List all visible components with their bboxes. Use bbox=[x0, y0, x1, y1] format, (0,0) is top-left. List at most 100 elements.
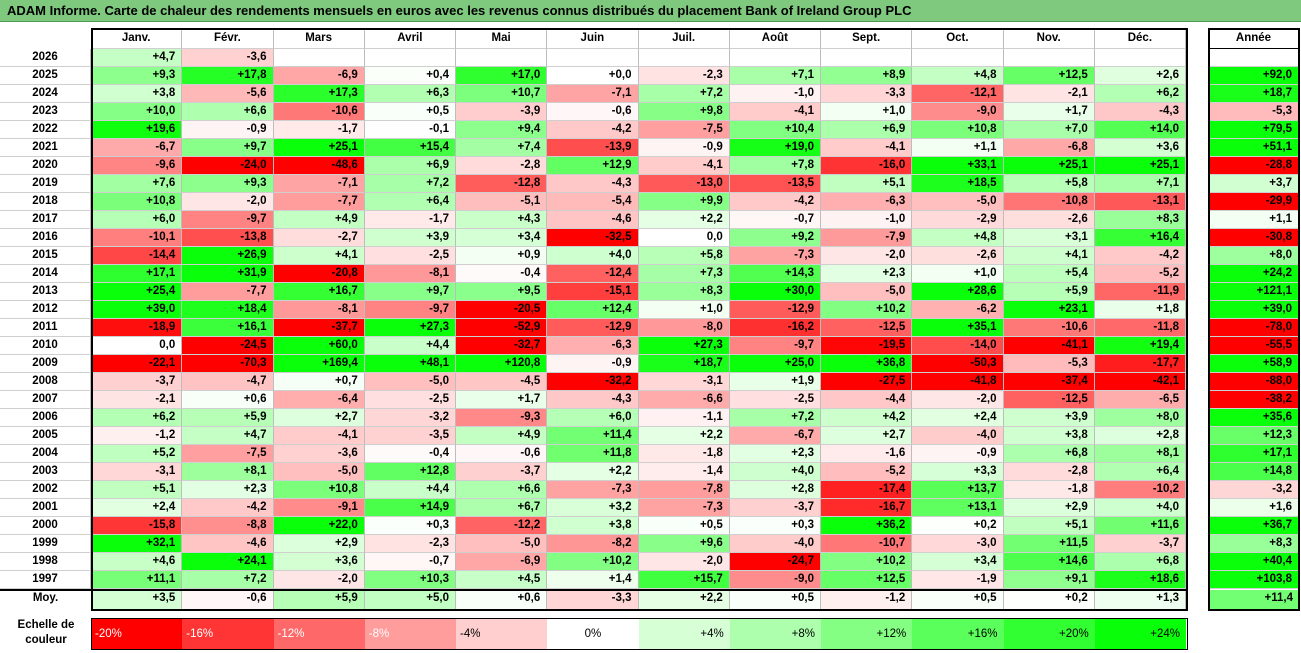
heatmap-cell: +11,5 bbox=[1003, 535, 1095, 553]
heatmap-cell: +10,2 bbox=[547, 553, 639, 571]
heatmap-cell: +17,8 bbox=[182, 67, 274, 85]
heatmap-cell: -6,7 bbox=[91, 139, 183, 157]
heatmap-cell: +3,3 bbox=[912, 463, 1004, 481]
chart-title: ADAM Informe. Carte de chaleur des rende… bbox=[7, 3, 912, 18]
heatmap-cell: +5,8 bbox=[638, 247, 730, 265]
heatmap-cell: -3,7 bbox=[91, 373, 183, 391]
heatmap-cell: -4,3 bbox=[547, 175, 639, 193]
heatmap-cell: +25,0 bbox=[729, 355, 821, 373]
heatmap-cell: -20,8 bbox=[273, 265, 365, 283]
heatmap-cell: -12,9 bbox=[547, 319, 639, 337]
heatmap-cell: +14,0 bbox=[1094, 121, 1186, 139]
average-annual-cell: +11,4 bbox=[1208, 590, 1299, 610]
row-year-label: 2015 bbox=[0, 247, 91, 265]
heatmap-cell: -9,7 bbox=[364, 301, 456, 319]
heatmap-cell: +16,1 bbox=[182, 319, 274, 337]
row-year-label: 2004 bbox=[0, 445, 91, 463]
heatmap-cell: -4,1 bbox=[638, 157, 730, 175]
heatmap-cell: +1,7 bbox=[456, 391, 548, 409]
color-scale-swatch: +8% bbox=[729, 619, 821, 649]
heatmap-cell: -52,9 bbox=[456, 319, 548, 337]
heatmap-cell: +9,3 bbox=[91, 67, 183, 85]
heatmap-cell: -5,4 bbox=[547, 193, 639, 211]
heatmap-cell: -2,3 bbox=[364, 535, 456, 553]
heatmap-cell: +8,0 bbox=[1094, 409, 1186, 427]
heatmap-cell: +3,1 bbox=[1003, 229, 1095, 247]
average-cell: -0,6 bbox=[182, 590, 274, 610]
heatmap-cell: -0,7 bbox=[729, 211, 821, 229]
heatmap-cell: -3,1 bbox=[638, 373, 730, 391]
heatmap-cell: -7,1 bbox=[273, 175, 365, 193]
heatmap-cell: -12,9 bbox=[729, 301, 821, 319]
heatmap-cell: -9,0 bbox=[912, 103, 1004, 121]
heatmap-cell: +36,8 bbox=[821, 355, 913, 373]
heatmap-cell: -9,7 bbox=[729, 337, 821, 355]
heatmap-cell: -5,2 bbox=[1094, 265, 1186, 283]
color-scale-swatch: -12% bbox=[273, 619, 365, 649]
average-cell: -1,2 bbox=[821, 590, 913, 610]
average-separator bbox=[0, 589, 1188, 591]
heatmap-cell: -5,0 bbox=[364, 373, 456, 391]
heatmap-cell: +11,8 bbox=[547, 445, 639, 463]
heatmap-cell: -4,4 bbox=[821, 391, 913, 409]
heatmap-cell: -5,6 bbox=[182, 85, 274, 103]
heatmap-cell: -1,0 bbox=[729, 85, 821, 103]
column-header: Août bbox=[729, 29, 821, 49]
heatmap-cell: -7,3 bbox=[638, 499, 730, 517]
heatmap-cell: +19,0 bbox=[729, 139, 821, 157]
heatmap-cell: +2,4 bbox=[91, 499, 183, 517]
heatmap-cell: -8,8 bbox=[182, 517, 274, 535]
heatmap-cell: +4,1 bbox=[273, 247, 365, 265]
heatmap-cell: +1,0 bbox=[821, 103, 913, 121]
heatmap-cell: +11,6 bbox=[1094, 517, 1186, 535]
heatmap-cell bbox=[912, 49, 1004, 67]
heatmap-cell: +2,3 bbox=[821, 265, 913, 283]
average-cell: +1,3 bbox=[1094, 590, 1186, 610]
heatmap-cell: -37,7 bbox=[273, 319, 365, 337]
heatmap-cell: +12,5 bbox=[821, 571, 913, 589]
heatmap-cell: -10,1 bbox=[91, 229, 183, 247]
column-header: Mars bbox=[273, 29, 365, 49]
heatmap-cell: +3,8 bbox=[91, 85, 183, 103]
row-year-label: 1999 bbox=[0, 535, 91, 553]
heatmap-cell: +18,7 bbox=[638, 355, 730, 373]
heatmap-cell: +4,6 bbox=[91, 553, 183, 571]
heatmap-cell: +1,1 bbox=[912, 139, 1004, 157]
heatmap-cell: +6,7 bbox=[456, 499, 548, 517]
heatmap-cell: +7,2 bbox=[364, 175, 456, 193]
heatmap-cell: +1,4 bbox=[547, 571, 639, 589]
heatmap-cell: +12,9 bbox=[547, 157, 639, 175]
annual-cell: +121,1 bbox=[1208, 283, 1299, 301]
heatmap-cell: -22,1 bbox=[91, 355, 183, 373]
heatmap-cell: +9,6 bbox=[638, 535, 730, 553]
heatmap-cell: -4,1 bbox=[821, 139, 913, 157]
row-year-label: 2021 bbox=[0, 139, 91, 157]
heatmap-cell: -3,7 bbox=[456, 463, 548, 481]
heatmap-cell: -16,2 bbox=[729, 319, 821, 337]
annual-cell: +92,0 bbox=[1208, 67, 1299, 85]
heatmap-cell: +33,1 bbox=[912, 157, 1004, 175]
heatmap-cell: -3,5 bbox=[364, 427, 456, 445]
heatmap-cell: -12,2 bbox=[456, 517, 548, 535]
heatmap-cell: -6,8 bbox=[1003, 139, 1095, 157]
heatmap-cell bbox=[638, 49, 730, 67]
heatmap-cell: -6,9 bbox=[273, 67, 365, 85]
heatmap-cell: -2,5 bbox=[729, 391, 821, 409]
heatmap-cell: -14,4 bbox=[91, 247, 183, 265]
heatmap-cell: -12,8 bbox=[456, 175, 548, 193]
heatmap-cell: -7,5 bbox=[638, 121, 730, 139]
row-year-label: 1997 bbox=[0, 571, 91, 589]
heatmap-cell: -12,5 bbox=[821, 319, 913, 337]
heatmap-cell: -9,6 bbox=[91, 157, 183, 175]
column-header: Juil. bbox=[638, 29, 730, 49]
annual-cell: +51,1 bbox=[1208, 139, 1299, 157]
heatmap-cell: -4,1 bbox=[273, 427, 365, 445]
heatmap-cell: -5,0 bbox=[273, 463, 365, 481]
heatmap-cell: +5,1 bbox=[91, 481, 183, 499]
annual-cell: +40,4 bbox=[1208, 553, 1299, 571]
average-cell: +5,9 bbox=[273, 590, 365, 610]
heatmap-cell bbox=[1094, 49, 1186, 67]
heatmap-cell: +12,4 bbox=[547, 301, 639, 319]
heatmap-cell: +2,8 bbox=[729, 481, 821, 499]
